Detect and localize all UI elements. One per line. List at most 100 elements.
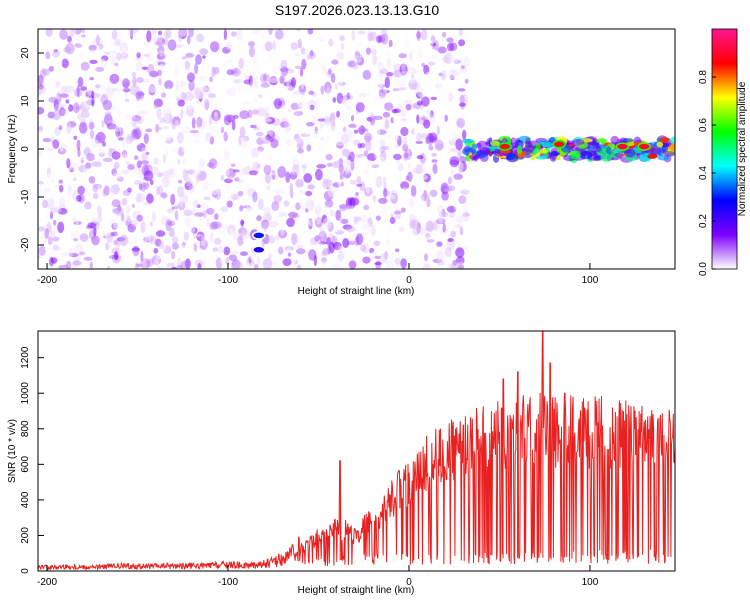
spectrogram-cell-0-1268 [38,106,45,115]
spectrogram-cell-0-193 [339,125,345,130]
spectrogram-cell-0-1338 [219,202,224,207]
spectrogram-cell-0-850 [299,110,303,116]
spectrogram-cell-0-688 [303,237,314,241]
spectrogram-cell-0-1161 [154,41,162,46]
spectrogram-cell-0-479 [153,98,163,108]
spectrogram-cell-0-329 [68,104,74,112]
snr-x-tick-label-2: 0 [406,577,412,588]
snr-line-marks [38,331,675,571]
spectrogram-cell-0-451 [296,138,304,150]
spectrogram-cell-0-80 [80,156,85,164]
spectrogram-cell-0-516 [47,111,55,119]
spectrogram-cell-0-1404 [264,113,271,122]
spectrogram-cell-0-1097 [104,86,115,98]
spectrogram-cell-0-1546 [131,71,137,78]
spectrogram-cell-0-1662 [239,169,246,177]
spectrogram-cell-0-1647 [79,52,85,60]
spectrogram-cell-0-517 [323,112,330,120]
spectrogram-cell-0-811 [377,127,381,135]
spectrogram-cell-0-1625 [292,138,302,145]
spectrogram-cell-0-1106 [223,131,228,142]
spectrogram-cell-0-328 [202,180,209,190]
spectrogram-cell-0-844 [268,77,279,83]
spectrogram-cell-0-546 [70,223,80,234]
spectrogram-cell-0-111 [248,113,258,122]
spectrogram-cell-0-1200 [307,110,312,120]
spectrogram-cell-0-1149 [307,52,317,60]
spectrogram-cell-0-1304 [412,216,419,221]
spectrogram-cell-0-838 [191,178,198,187]
spectrogram-cell-0-275 [184,41,188,52]
spectrogram-cell-0-1487 [188,180,195,185]
spectrogram-cell-0-1334 [209,126,219,133]
spectrogram-cell-0-303 [231,119,236,131]
spectrogram-cell-0-1543 [80,29,86,34]
spectrogram-cell-0-1569 [236,29,243,41]
spectrogram-cell-0-1296 [328,241,335,254]
spectrogram-cell-0-582 [311,113,320,125]
spectrogram-cell-0-1697 [212,180,216,186]
spectrogram-cell-0-1668 [409,50,413,62]
spectrogram-cell-0-670 [316,164,327,169]
spectrogram-cell-0-714 [115,127,120,138]
spectrogram-cell-0-1490 [193,233,202,237]
spectrogram-cell-0-1207 [334,234,339,239]
spectrogram-cell-0-1613 [299,189,307,195]
spectrogram-cell-0-526 [421,62,426,68]
spectrogram-cell-0-1039 [148,70,159,78]
spectrogram-cell-0-1089 [412,168,419,173]
spectrogram-cell-0-1394 [82,115,89,120]
spectrogram-cell-0-723 [38,245,46,256]
spectrogram-cell-0-209 [269,51,276,61]
spectrogram-cell-0-1608 [253,126,260,131]
spectrogram-cell-0-1356 [70,55,77,64]
spectrogram-cell-0-1288 [397,103,403,110]
spectrogram-cell-0-1653 [461,71,466,76]
spectrogram-cell-0-1086 [248,254,257,258]
snr-y-axis-label: SNR (10 * v/v) [7,419,18,483]
spectrogram-cell-0-1615 [171,236,179,244]
spectrogram-cell-0-1032 [263,206,271,216]
spectrogram-cell-0-1319 [270,171,277,175]
spectrogram-cell-0-460 [64,74,74,79]
spectrogram-cell-0-43 [204,66,211,74]
spectrogram-cell-0-951 [58,179,64,184]
spectrogram-cell-0-464 [195,173,199,185]
spectrogram-cell-0-1195 [294,53,301,57]
spectrogram-cell-0-1324 [167,39,177,51]
spectrogram-cell-0-337 [379,145,386,154]
spectrogram-cell-0-1420 [102,188,106,197]
spectrogram-y-axis-label: Frequency (Hz) [7,115,18,184]
spectrogram-cell-0-656 [85,197,90,207]
spectrogram-cell-0-1683 [163,107,172,118]
snr-y-tick-label-0: 0 [20,568,31,574]
spectrogram-cell-0-910 [164,55,171,65]
spectrogram-cell-0-1255 [425,220,435,232]
spectrogram-cell-0-1399 [324,81,332,94]
spectrogram-cell-0-1389 [117,137,124,141]
spectrogram-cell-0-858 [409,223,416,227]
spectrogram-cell-0-148 [152,34,157,43]
spectrogram-cell-0-41 [256,256,261,266]
spectrogram-cell-0-707 [116,56,122,60]
spectrogram-cell-0-709 [156,159,162,165]
spectrogram-cell-0-61 [184,181,194,191]
spectrogram-cell-0-110 [66,121,77,128]
spectrogram-cell-0-508 [111,168,117,177]
spectrogram-cell-0-513 [327,221,334,232]
spectrogram-cell-0-190 [435,82,442,89]
spectrogram-cell-0-1589 [119,234,128,247]
spectrogram-cell-0-1566 [327,185,336,197]
spectrogram-cell-0-1056 [296,96,305,109]
spectrogram-cell-0-1439 [385,72,394,77]
spectrogram-cell-1-246 [482,147,491,155]
spectrogram-cell-0-1192 [448,69,456,80]
spectrogram-cell-0-162 [96,85,100,92]
spectrogram-cell-0-1232 [373,78,384,88]
spectrogram-cell-0-957 [91,95,95,107]
spectrogram-cell-0-1610 [190,38,200,48]
spectrogram-cell-0-1139 [48,65,55,72]
spectrogram-cell-0-1396 [140,160,150,165]
spectrogram-cell-0-1424 [442,31,447,38]
spectrogram-cell-0-1453 [231,212,242,220]
